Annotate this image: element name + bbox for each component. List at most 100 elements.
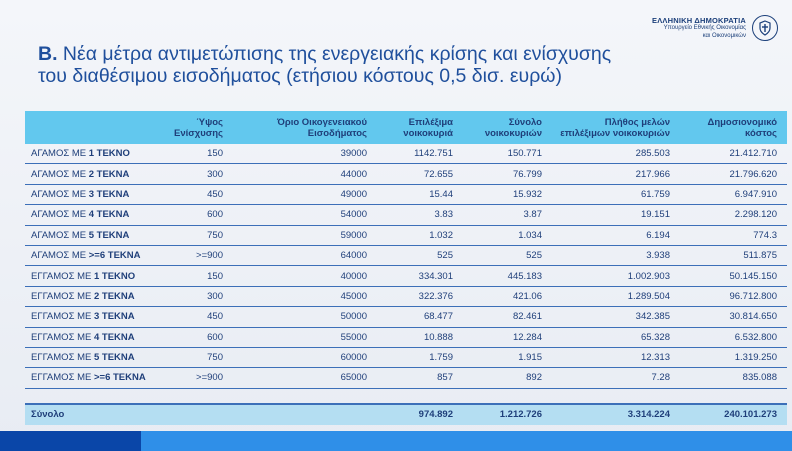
totals-row: Σύνολο 974.892 1.212.726 3.314.224 240.101.2…	[25, 403, 787, 425]
cell-cost: 6.947.910	[680, 184, 787, 206]
row-category: ΕΓΓΑΜΟΣ ΜΕ 1 ΤΕΚΝΟ	[25, 265, 165, 287]
cell-total: 525	[463, 245, 552, 267]
table-header-row: Ύψος Ενίσχυσης Όριο Οικογενειακού Εισοδήματ…	[25, 111, 787, 144]
row-category: ΑΓΑΜΟΣ ΜΕ >=6 ΤΕΚΝΑ	[25, 245, 165, 267]
cell-cost: 511.875	[680, 245, 787, 267]
cell-eligible: 68.477	[377, 306, 463, 328]
cell-members: 342.385	[552, 306, 680, 328]
cell-members: 1.289.504	[552, 286, 680, 308]
header-text: Ενίσχυσης	[174, 127, 223, 139]
cell-cost: 2.298.120	[680, 204, 787, 226]
cell-members: 19.151	[552, 204, 680, 226]
children-count: >=6 ΤΕΚΝΑ	[93, 372, 146, 384]
cell-limit: 49000	[233, 184, 377, 206]
total-cost: 240.101.273	[680, 403, 787, 425]
section-letter: B.	[38, 43, 58, 65]
cell-eligible: 10.888	[377, 327, 463, 348]
cell-cost: 50.145.150	[680, 265, 787, 287]
spacer-cell	[25, 388, 787, 405]
children-count: 1 ΤΕΚΝΟ	[88, 148, 130, 160]
children-count: 3 ΤΕΚΝΑ	[93, 311, 135, 323]
table-row: ΕΓΓΑΜΟΣ ΜΕ 1 ΤΕΚΝΟ 150 40000 334.301 445.183…	[25, 265, 787, 287]
energy-measures-table: Ύψος Ενίσχυσης Όριο Οικογενειακού Εισοδήματ…	[25, 111, 787, 425]
cell-total: 445.183	[463, 265, 552, 287]
cell-total: 76.799	[463, 163, 552, 185]
marital-status: ΕΓΓΑΜΟΣ ΜΕ	[31, 290, 94, 302]
children-count: 5 ΤΕΚΝΑ	[88, 229, 130, 241]
cell-limit: 65000	[233, 367, 377, 389]
row-category: ΕΓΓΑΜΟΣ ΜΕ 5 ΤΕΚΝΑ	[25, 347, 165, 369]
header-text: Επιλέξιμα	[408, 116, 453, 128]
cell-limit: 54000	[233, 204, 377, 226]
cell-limit: 64000	[233, 245, 377, 267]
header-text: Όριο Οικογενειακού	[277, 116, 367, 128]
table-row: ΑΓΑΜΟΣ ΜΕ 4 ΤΕΚΝΑ 600 54000 3.83 3.87 19.151 2…	[25, 204, 787, 226]
row-category: ΑΓΑΜΟΣ ΜΕ 3 ΤΕΚΝΑ	[25, 184, 165, 206]
table-row: ΑΓΑΜΟΣ ΜΕ 2 ΤΕΚΝΑ 300 44000 72.655 76.799 217…	[25, 163, 787, 185]
logo-line-2: Υπουργείο Εθνικής Οικονομίας	[663, 25, 746, 31]
table-row: ΕΓΓΑΜΟΣ ΜΕ >=6 ΤΕΚΝΑ >=900 65000 857 892 7.28…	[25, 367, 787, 389]
cell-limit: 60000	[233, 347, 377, 369]
row-category: ΕΓΓΑΜΟΣ ΜΕ 2 ΤΕΚΝΑ	[25, 286, 165, 308]
cell-amount: >=900	[165, 245, 233, 267]
cell-members: 65.328	[552, 327, 680, 348]
header-amount: Ύψος Ενίσχυσης	[165, 111, 233, 144]
cell-eligible: 1.759	[377, 347, 463, 369]
logo-line-1: ΕΛΛΗΝΙΚΗ ΔΗΜΟΚΡΑΤΙΑ	[652, 16, 746, 25]
row-category: ΑΓΑΜΟΣ ΜΕ 1 ΤΕΚΝΟ	[25, 144, 165, 165]
cell-eligible: 322.376	[377, 286, 463, 308]
cell-amount: >=900	[165, 367, 233, 389]
children-count: >=6 ΤΕΚΝΑ	[88, 250, 141, 262]
header-text: νοικοκυριών	[484, 127, 542, 139]
row-category: ΕΓΓΑΜΟΣ ΜΕ 3 ΤΕΚΝΑ	[25, 306, 165, 328]
total-amount	[165, 403, 233, 425]
cell-eligible: 334.301	[377, 265, 463, 287]
cell-eligible: 3.83	[377, 204, 463, 226]
cell-total: 150.771	[463, 144, 552, 165]
cell-limit: 45000	[233, 286, 377, 308]
cell-members: 61.759	[552, 184, 680, 206]
header-members-count: Πλήθος μελών επιλέξιμων νοικοκυριών	[552, 111, 680, 144]
header-fiscal-cost: Δημοσιονομικό κόστος	[680, 111, 787, 144]
header-total-households: Σύνολο νοικοκυριών	[463, 111, 552, 144]
cell-amount: 450	[165, 184, 233, 206]
logo-line-3: και Οικονομικών	[702, 32, 746, 39]
cell-eligible: 525	[377, 245, 463, 267]
cell-limit: 55000	[233, 327, 377, 348]
header-text: κόστος	[744, 127, 777, 139]
title-text-1: Νέα μέτρα αντιμετώπισης της ενεργειακής …	[62, 43, 612, 65]
cell-cost: 835.088	[680, 367, 787, 389]
row-category: ΕΓΓΑΜΟΣ ΜΕ >=6 ΤΕΚΝΑ	[25, 367, 165, 389]
marital-status: ΑΓΑΜΟΣ ΜΕ	[31, 209, 89, 221]
marital-status: ΕΓΓΑΜΟΣ ΜΕ	[31, 352, 94, 364]
header-text: Δημοσιονομικό	[707, 116, 777, 128]
cell-eligible: 15.44	[377, 184, 463, 206]
cell-eligible: 72.655	[377, 163, 463, 185]
cell-members: 12.313	[552, 347, 680, 369]
cell-total: 1.034	[463, 225, 552, 246]
cell-limit: 59000	[233, 225, 377, 246]
cell-total: 82.461	[463, 306, 552, 328]
children-count: 2 ΤΕΚΝΑ	[88, 168, 130, 180]
cell-amount: 450	[165, 306, 233, 328]
cell-cost: 21.796.620	[680, 163, 787, 185]
cell-members: 1.002.903	[552, 265, 680, 287]
cell-cost: 96.712.800	[680, 286, 787, 308]
cell-eligible: 857	[377, 367, 463, 389]
header-category	[25, 111, 165, 144]
cell-limit: 44000	[233, 163, 377, 185]
cell-members: 285.503	[552, 144, 680, 165]
header-text: Ύψος	[196, 116, 223, 128]
children-count: 4 ΤΕΚΝΑ	[93, 331, 135, 343]
total-limit	[233, 403, 377, 425]
footer-bar	[0, 431, 792, 451]
page-title: B. Νέα μέτρα αντιμετώπισης της ενεργειακ…	[38, 43, 678, 87]
total-members: 3.314.224	[552, 403, 680, 425]
children-count: 5 ΤΕΚΝΑ	[93, 352, 135, 364]
table-row: ΕΓΓΑΜΟΣ ΜΕ 2 ΤΕΚΝΑ 300 45000 322.376 421.06 1…	[25, 286, 787, 308]
children-count: 2 ΤΕΚΝΑ	[93, 290, 135, 302]
children-count: 3 ΤΕΚΝΑ	[88, 188, 130, 200]
marital-status: ΕΓΓΑΜΟΣ ΜΕ	[31, 311, 94, 323]
cell-amount: 750	[165, 347, 233, 369]
cell-limit: 39000	[233, 144, 377, 165]
